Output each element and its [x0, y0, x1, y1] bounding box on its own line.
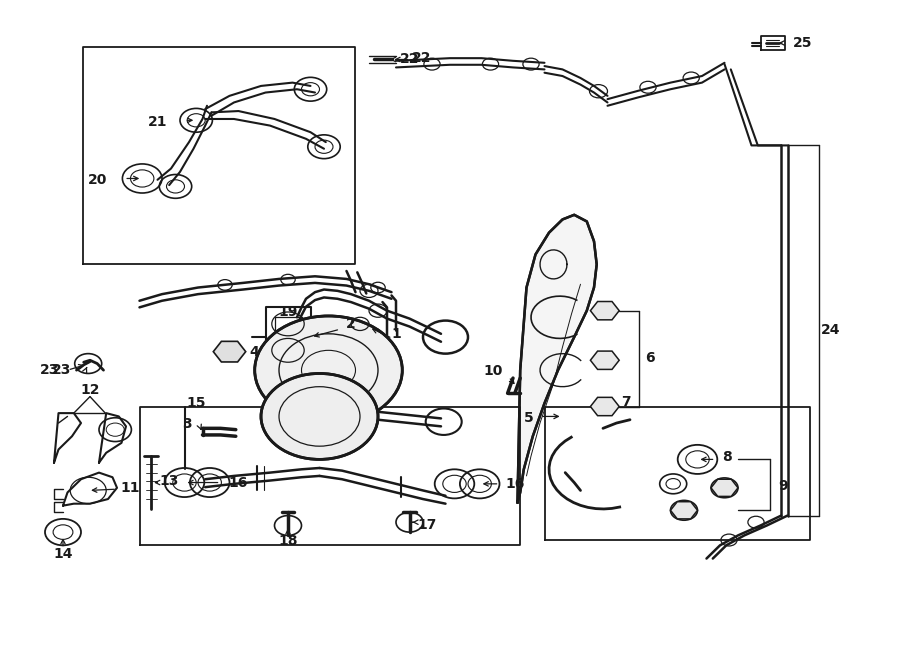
Text: 11: 11 [121, 481, 140, 495]
Text: 16: 16 [505, 477, 525, 491]
Text: 6: 6 [645, 351, 654, 366]
Text: 19: 19 [278, 305, 298, 319]
Text: 14: 14 [53, 547, 73, 561]
Text: 9: 9 [778, 479, 788, 493]
Text: 1: 1 [392, 327, 400, 341]
Text: 25: 25 [793, 36, 813, 50]
Polygon shape [518, 215, 597, 502]
Text: 10: 10 [483, 364, 503, 379]
Text: 21: 21 [148, 115, 167, 130]
Text: 5: 5 [525, 410, 534, 425]
Text: 4: 4 [249, 344, 258, 359]
Text: 7: 7 [621, 395, 630, 409]
Text: 22: 22 [400, 52, 419, 67]
Text: 23: 23 [40, 363, 59, 377]
Text: 2: 2 [346, 317, 356, 331]
Text: 20: 20 [87, 173, 107, 187]
Text: 24: 24 [821, 323, 841, 338]
Text: 8: 8 [723, 450, 732, 465]
Text: 16: 16 [229, 475, 248, 490]
Text: 3: 3 [183, 417, 192, 432]
Circle shape [255, 316, 402, 424]
Text: 18: 18 [278, 533, 298, 548]
Text: 17: 17 [418, 518, 437, 533]
Text: 12: 12 [80, 383, 100, 397]
Text: 22: 22 [411, 51, 431, 65]
Text: 13: 13 [159, 474, 179, 488]
Text: 15: 15 [186, 396, 206, 410]
Text: 23: 23 [51, 363, 71, 377]
Circle shape [261, 373, 378, 459]
